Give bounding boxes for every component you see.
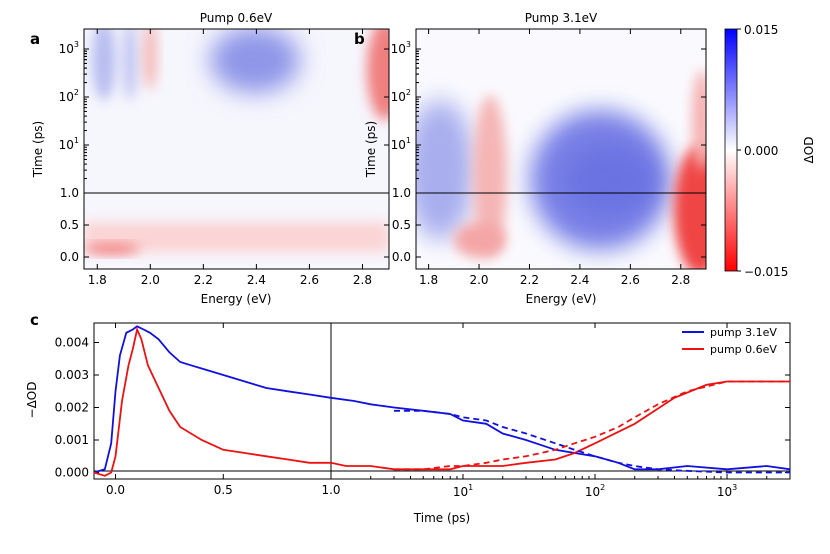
panel-c-series — [93, 325, 791, 477]
x-tick-label: 2.2 — [194, 273, 213, 287]
panel-c-axes: 0.000 0.001 0.002 0.003 0.004 0.0 0.5 1.0 101 102… — [55, 323, 791, 499]
y-tick-label: 102 — [391, 88, 411, 104]
y-tick-label: 0.004 — [55, 336, 89, 350]
x-tick-label: 0.0 — [106, 483, 125, 497]
colorbar-tick-zero: 0.000 — [744, 144, 778, 158]
panel-a-label: a — [30, 30, 40, 48]
y-tick-label: 103 — [391, 40, 411, 56]
panel-b-red-band — [473, 95, 507, 255]
panel-b-axes: 1.8 2.0 2.2 2.4 2.6 2.8 0.0 0.5 1.0 101 102 103 — [391, 29, 706, 287]
y-tick-label: 103 — [59, 40, 79, 56]
panel-b-xlabel: Energy (eV) — [526, 292, 597, 306]
colorbar: 0.015 0.000 −0.015 ΔOD — [724, 23, 816, 279]
panel-a-ylabel: Time (ps) — [31, 121, 45, 178]
series-line-pump-0.6ev — [93, 326, 790, 477]
x-tick-label: 1.8 — [419, 273, 438, 287]
panel-a-title: Pump 0.6eV — [200, 11, 273, 25]
panel-b-red-low — [454, 222, 506, 258]
y-tick-label: 0.0 — [60, 250, 79, 264]
x-tick-label: 103 — [717, 483, 737, 499]
x-tick-label: 2.0 — [469, 273, 488, 287]
y-tick-label: 0.5 — [392, 218, 411, 232]
y-tick-label: 0.002 — [55, 401, 89, 415]
panel-b-title: Pump 3.1eV — [525, 11, 598, 25]
colorbar-gradient — [724, 28, 738, 272]
panel-a-red-band-1 — [143, 29, 157, 90]
panel-a-xlabel: Energy (eV) — [201, 292, 272, 306]
y-tick-label: 0.001 — [55, 433, 89, 447]
panel-b-blue-core — [565, 145, 655, 215]
panel-a-axes: 1.8 2.0 2.2 2.4 2.6 2.8 0.0 0.5 1.0 101 102 103 — [59, 29, 389, 287]
panel-c-label: c — [30, 311, 39, 329]
x-tick-label: 2.4 — [570, 273, 589, 287]
series-line-pump-3.1ev — [93, 325, 791, 474]
legend-label-31: pump 3.1eV — [710, 326, 777, 339]
x-tick-label: 0.5 — [214, 483, 233, 497]
fit-line-pump-0.6ev — [394, 380, 790, 471]
x-tick-label: 102 — [585, 483, 605, 499]
x-tick-label: 2.0 — [141, 273, 160, 287]
panel-b-label: b — [354, 30, 365, 48]
panel-a-red-spot — [84, 244, 140, 254]
panel-a-heatmap — [84, 29, 389, 269]
y-tick-label: 101 — [391, 136, 411, 152]
x-tick-label: 2.6 — [300, 273, 319, 287]
colorbar-label: ΔOD — [802, 137, 816, 164]
y-tick-label: 1.0 — [60, 186, 79, 200]
colorbar-tick-max: 0.015 — [744, 23, 778, 37]
y-tick-label: 102 — [59, 88, 79, 104]
x-tick-label: 2.4 — [247, 273, 266, 287]
colorbar-tick-min: −0.015 — [744, 265, 788, 279]
panel-a: a Pump 0.6eV 1.8 2.0 2.2 2.4 2.6 2.8 0.0 0.5 1.0… — [30, 11, 390, 306]
panel-c-ylabel: −ΔOD — [25, 382, 39, 419]
y-tick-label: 0.5 — [60, 218, 79, 232]
panel-a-blue-band-2 — [122, 29, 138, 100]
y-tick-label: 101 — [59, 136, 79, 152]
x-tick-label: 101 — [453, 483, 473, 499]
x-tick-label: 1.8 — [88, 273, 107, 287]
x-tick-label: 2.8 — [353, 273, 372, 287]
y-tick-label: 1.0 — [392, 186, 411, 200]
y-tick-label: 0.0 — [392, 250, 411, 264]
panel-b-blue-left — [416, 100, 475, 240]
x-tick-label: 2.6 — [621, 273, 640, 287]
panel-c-xlabel: Time (ps) — [413, 511, 470, 525]
y-tick-label: 0.003 — [55, 368, 89, 382]
panel-b-red-right-top — [692, 70, 706, 170]
panel-b-red-right — [674, 145, 706, 269]
panel-b: b Pump 3.1eV 1.8 2.0 2.2 2.4 2.6 2.8 0.0 0.5 1.0… — [354, 11, 707, 306]
fit-line-pump-3.1ev — [394, 409, 790, 474]
panel-b-heatmap — [416, 29, 706, 269]
legend: pump 3.1eV pump 0.6eV — [682, 326, 777, 356]
y-tick-label: 0.000 — [55, 466, 89, 480]
panel-a-red-band-2 — [367, 29, 389, 120]
x-tick-label: 2.8 — [671, 273, 690, 287]
x-tick-label: 2.2 — [520, 273, 539, 287]
x-tick-label: 1.0 — [321, 483, 340, 497]
panel-a-blue-blob — [210, 29, 300, 93]
panel-b-ylabel: Time (ps) — [364, 121, 378, 178]
legend-label-06: pump 0.6eV — [710, 343, 777, 356]
panel-a-blue-band-1 — [92, 29, 116, 100]
panel-c: c 0.000 0.001 0.002 0.003 0.004 0.0 0.5 1.0 101 1… — [25, 311, 791, 525]
